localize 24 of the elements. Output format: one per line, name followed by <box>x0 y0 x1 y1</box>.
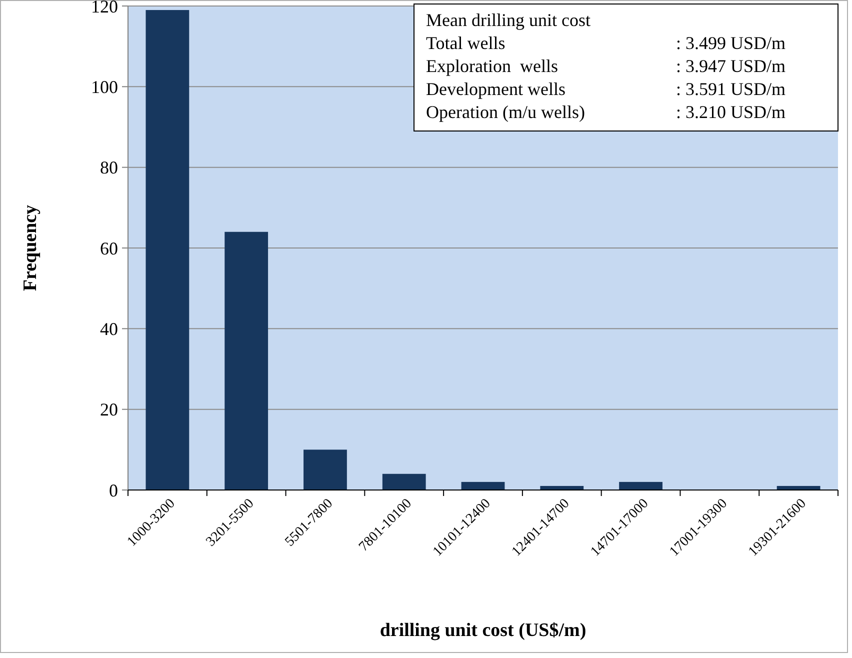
y-tick-label: 20 <box>100 400 118 420</box>
y-tick-label: 80 <box>100 158 118 178</box>
y-tick-label: 100 <box>91 76 118 97</box>
annotation: Total wells <box>426 33 506 53</box>
annotation: : 3.591 USD/m <box>676 79 786 99</box>
annotation: Mean drilling unit cost <box>426 10 590 30</box>
bar <box>461 482 505 490</box>
bar <box>382 474 426 490</box>
annotation: Development wells <box>426 79 566 99</box>
annotation: Exploration wells <box>426 56 558 76</box>
bar <box>146 10 190 490</box>
bar <box>304 450 347 490</box>
y-tick-label: 60 <box>100 238 118 258</box>
y-tick-label: 120 <box>91 0 118 16</box>
annotation: : 3.499 USD/m <box>676 33 786 53</box>
x-axis-title: drilling unit cost (US$/m) <box>380 620 586 641</box>
bar <box>224 232 268 490</box>
annotation: : 3.210 USD/m <box>676 102 786 122</box>
y-tick-label: 40 <box>100 318 118 339</box>
annotation: : 3.947 USD/m <box>676 56 786 76</box>
y-tick-label: 0 <box>109 480 118 500</box>
y-axis-title: Frequency <box>20 204 41 292</box>
annotation: Operation (m/u wells) <box>426 102 585 122</box>
bar <box>619 482 662 490</box>
